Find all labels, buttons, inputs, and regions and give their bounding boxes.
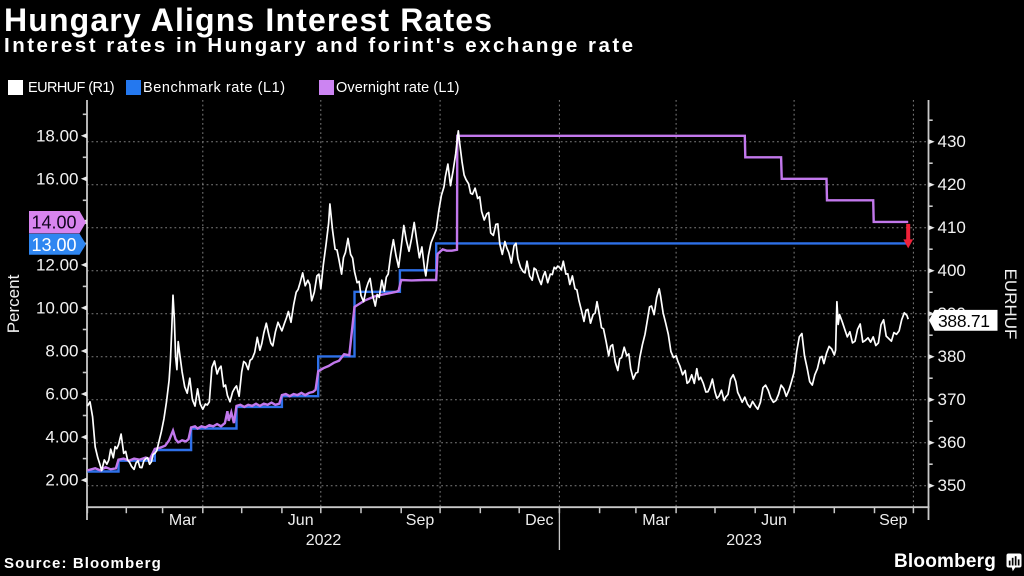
svg-text:4.00: 4.00: [45, 428, 78, 447]
svg-text:420: 420: [938, 175, 966, 194]
svg-text:Sep: Sep: [406, 512, 435, 529]
svg-text:10.00: 10.00: [36, 298, 79, 317]
svg-text:Jun: Jun: [761, 512, 787, 529]
svg-text:350: 350: [938, 476, 966, 495]
svg-text:2.00: 2.00: [45, 471, 78, 490]
svg-text:6.00: 6.00: [45, 385, 78, 404]
svg-text:Dec: Dec: [525, 512, 553, 529]
svg-text:Jun: Jun: [288, 512, 314, 529]
svg-text:Sep: Sep: [879, 512, 908, 529]
svg-text:430: 430: [938, 132, 966, 151]
svg-text:2022: 2022: [306, 532, 342, 549]
svg-text:400: 400: [938, 261, 966, 280]
svg-text:16.00: 16.00: [36, 169, 79, 188]
svg-text:360: 360: [938, 433, 966, 452]
svg-text:12.00: 12.00: [36, 255, 79, 274]
svg-text:410: 410: [938, 218, 966, 237]
svg-text:2023: 2023: [726, 532, 762, 549]
svg-text:370: 370: [938, 390, 966, 409]
svg-text:380: 380: [938, 347, 966, 366]
svg-text:Mar: Mar: [169, 512, 197, 529]
svg-text:18.00: 18.00: [36, 126, 79, 145]
svg-text:14.00: 14.00: [31, 213, 76, 233]
svg-text:Mar: Mar: [642, 512, 670, 529]
svg-text:13.00: 13.00: [31, 235, 76, 255]
svg-text:388.71: 388.71: [938, 311, 990, 331]
svg-text:8.00: 8.00: [45, 342, 78, 361]
